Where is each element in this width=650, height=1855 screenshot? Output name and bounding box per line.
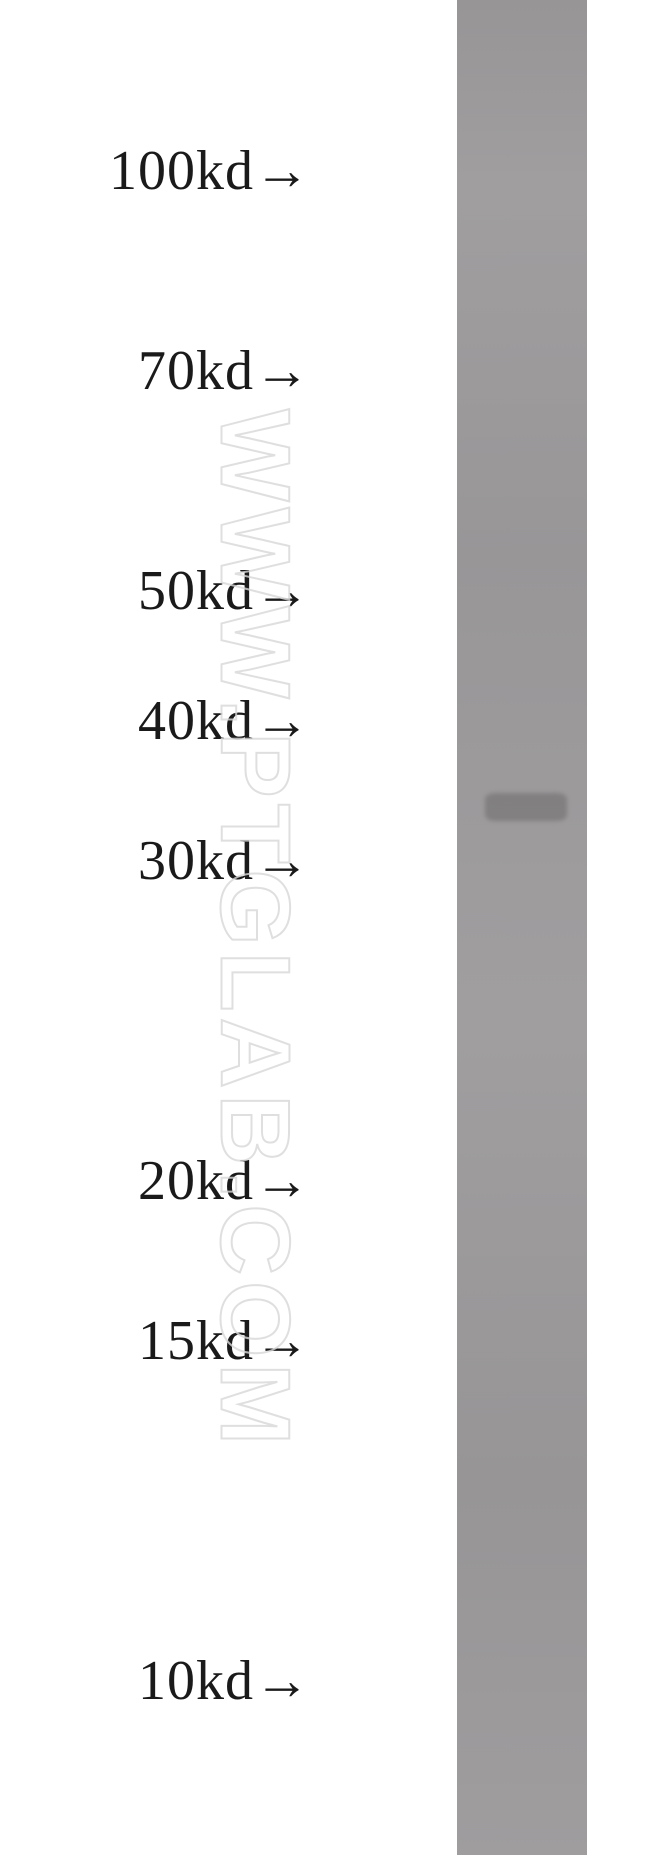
arrow-right-icon: → xyxy=(254,689,310,753)
arrow-right-icon: → xyxy=(254,559,310,623)
mw-marker: 15kd→ xyxy=(0,1309,310,1373)
mw-marker: 30kd→ xyxy=(0,829,310,893)
mw-marker-label: 30kd xyxy=(138,829,254,893)
mw-marker-label: 50kd xyxy=(138,559,254,623)
mw-marker-label: 15kd xyxy=(138,1309,254,1373)
arrow-right-icon: → xyxy=(254,1309,310,1373)
blot-container: 100kd→70kd→50kd→40kd→30kd→20kd→15kd→10kd… xyxy=(0,0,650,1855)
mw-marker: 20kd→ xyxy=(0,1149,310,1213)
mw-marker-label: 70kd xyxy=(138,339,254,403)
mw-marker-label: 40kd xyxy=(138,689,254,753)
mw-marker-label: 100kd xyxy=(109,139,254,203)
mw-marker: 40kd→ xyxy=(0,689,310,753)
mw-marker: 50kd→ xyxy=(0,559,310,623)
mw-marker: 100kd→ xyxy=(0,139,310,203)
arrow-right-icon: → xyxy=(254,339,310,403)
arrow-right-icon: → xyxy=(254,829,310,893)
blot-lane xyxy=(457,0,587,1855)
arrow-right-icon: → xyxy=(254,1149,310,1213)
mw-marker: 10kd→ xyxy=(0,1649,310,1713)
mw-marker: 70kd→ xyxy=(0,339,310,403)
arrow-right-icon: → xyxy=(254,1649,310,1713)
mw-marker-label: 20kd xyxy=(138,1149,254,1213)
mw-marker-label: 10kd xyxy=(138,1649,254,1713)
arrow-right-icon: → xyxy=(254,139,310,203)
blot-band xyxy=(485,793,567,821)
